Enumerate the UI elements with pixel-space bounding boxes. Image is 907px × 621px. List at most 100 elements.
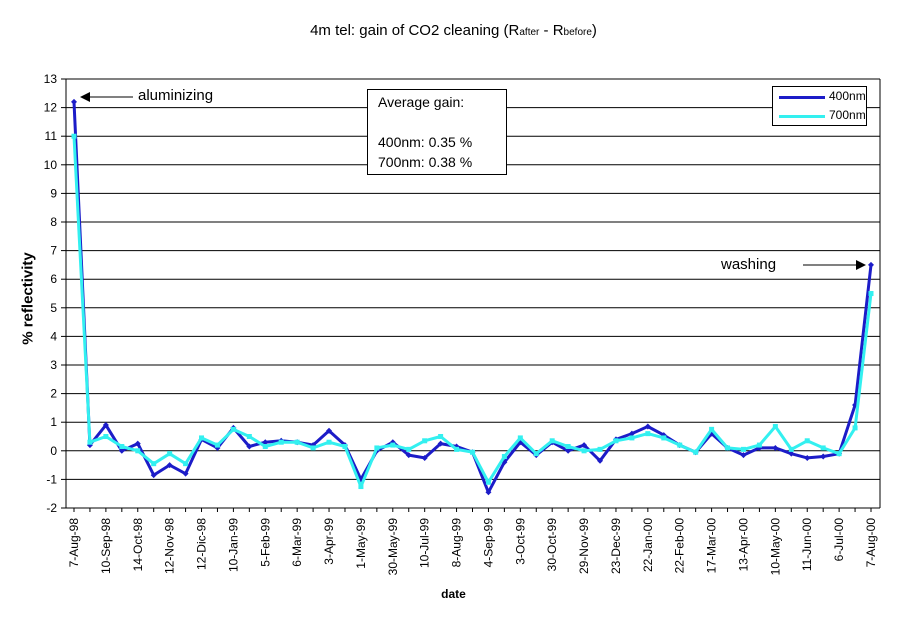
data-point-700nm — [183, 461, 189, 467]
data-point-400nm — [262, 439, 269, 446]
data-point-700nm — [485, 479, 491, 485]
y-tick-label: 3 — [50, 358, 57, 372]
data-point-700nm — [87, 439, 93, 445]
x-tick-label: 30-May-99 — [386, 518, 400, 576]
annotation-arrows — [80, 92, 866, 270]
data-point-400nm — [740, 452, 747, 459]
data-point-700nm — [199, 435, 205, 441]
data-point-700nm — [103, 434, 109, 439]
x-tick-label: 29-Nov-99 — [577, 518, 591, 574]
data-point-400nm — [405, 452, 412, 459]
y-tick-label: 0 — [50, 444, 57, 458]
x-tick-label: 3-Apr-99 — [322, 518, 336, 565]
data-point-400nm — [804, 454, 811, 461]
x-tick-label: 10-Jan-99 — [226, 518, 240, 572]
data-point-400nm — [134, 440, 141, 447]
data-point-400nm — [246, 443, 253, 450]
x-tick-label: 4-Sep-99 — [481, 518, 495, 568]
data-point-400nm — [326, 427, 333, 434]
data-point-700nm — [740, 446, 746, 452]
y-axis-label: % reflectivity — [19, 252, 37, 345]
title-sub-after: after — [519, 27, 540, 38]
data-point-700nm — [167, 451, 173, 457]
x-tick-label: 22-Jan-00 — [641, 518, 655, 572]
x-tick-label: 6-Mar-99 — [290, 518, 304, 567]
data-point-700nm — [135, 448, 141, 454]
x-tick-label: 3-Oct-99 — [513, 518, 527, 565]
data-point-700nm — [661, 435, 667, 441]
data-point-400nm — [788, 450, 795, 457]
annotation-aluminizing: aluminizing — [138, 87, 214, 104]
title-main: 4m tel: gain of CO2 cleaning (R — [310, 22, 520, 39]
data-point-400nm — [597, 457, 604, 464]
data-point-700nm — [214, 442, 220, 448]
data-point-700nm — [756, 442, 762, 448]
data-point-700nm — [613, 438, 619, 444]
data-point-700nm — [294, 439, 300, 445]
y-tick-label: 9 — [50, 186, 57, 200]
series-group — [71, 98, 874, 496]
average-gain-heading: Average gain: — [378, 94, 465, 110]
y-tick-label: 13 — [44, 72, 58, 86]
data-point-700nm — [454, 446, 460, 452]
data-point-400nm — [628, 430, 635, 437]
data-point-400nm — [102, 422, 109, 429]
data-point-700nm — [820, 445, 826, 451]
arrow-head-aluminizing — [80, 92, 90, 102]
x-tick-label: 23-Dec-99 — [609, 518, 623, 574]
title-sub-before: before — [563, 27, 592, 38]
data-point-400nm — [644, 423, 651, 430]
data-point-400nm — [166, 462, 173, 469]
x-tick-label: 22-Feb-00 — [673, 518, 687, 574]
average-gain-400: 400nm: 0.35 % — [378, 134, 473, 150]
axes — [65, 78, 881, 509]
data-point-700nm — [406, 446, 412, 452]
series-line-700nm — [72, 136, 873, 489]
y-tick-label: 7 — [50, 244, 57, 258]
data-point-700nm — [852, 425, 858, 431]
x-tick-label: 6-Jul-00 — [832, 518, 846, 562]
data-point-700nm — [501, 454, 507, 460]
title-end: ) — [591, 22, 597, 39]
x-axis-ticks: 7-Aug-98 10-Sep-98 14-Oct-98 12-Nov-98 12-Di… — [67, 508, 878, 575]
data-point-700nm — [597, 446, 603, 452]
legend-swatch-400nm — [779, 96, 825, 99]
data-point-700nm — [374, 445, 380, 451]
data-point-700nm — [868, 291, 874, 296]
x-tick-label: 10-May-00 — [768, 518, 782, 576]
data-point-700nm — [725, 445, 731, 451]
y-tick-label: 11 — [45, 129, 58, 143]
data-point-700nm — [804, 438, 810, 444]
annotation-washing: washing — [721, 256, 777, 273]
legend-label-400nm: 400nm — [829, 89, 866, 103]
y-tick-label: 1 — [50, 415, 57, 429]
data-point-400nm — [118, 447, 125, 454]
data-point-700nm — [788, 446, 794, 452]
x-tick-label: 1-May-99 — [354, 518, 368, 569]
legend-item-700nm: 700nm — [773, 108, 866, 124]
y-tick-label: 2 — [50, 387, 57, 401]
data-point-400nm — [581, 442, 588, 449]
data-point-700nm — [677, 442, 683, 448]
y-tick-label: -2 — [46, 501, 57, 515]
y-tick-label: 10 — [44, 158, 58, 172]
data-point-400nm — [150, 472, 157, 479]
legend-item-400nm: 400nm — [773, 89, 866, 105]
x-tick-label: 14-Oct-98 — [131, 518, 145, 572]
data-point-700nm — [71, 133, 77, 139]
legend: 400nm 700nm — [772, 86, 867, 126]
x-tick-label: 5-Feb-99 — [258, 518, 272, 567]
data-point-700nm — [709, 426, 715, 432]
data-point-700nm — [517, 435, 523, 441]
data-point-700nm — [772, 423, 778, 429]
average-gain-box: Average gain: 400nm: 0.35 % 700nm: 0.38 … — [367, 89, 507, 175]
x-tick-label: 11-Jun-00 — [800, 518, 814, 571]
data-point-700nm — [693, 449, 699, 455]
data-point-700nm — [246, 434, 252, 439]
data-point-400nm — [772, 444, 779, 451]
data-point-700nm — [645, 431, 651, 437]
x-tick-label: 7-Aug-00 — [864, 518, 878, 568]
legend-swatch-700nm — [779, 115, 825, 118]
data-point-700nm — [581, 448, 587, 454]
chart-title: 4m tel: gain of CO2 cleaning (Rafter - R… — [0, 22, 907, 39]
